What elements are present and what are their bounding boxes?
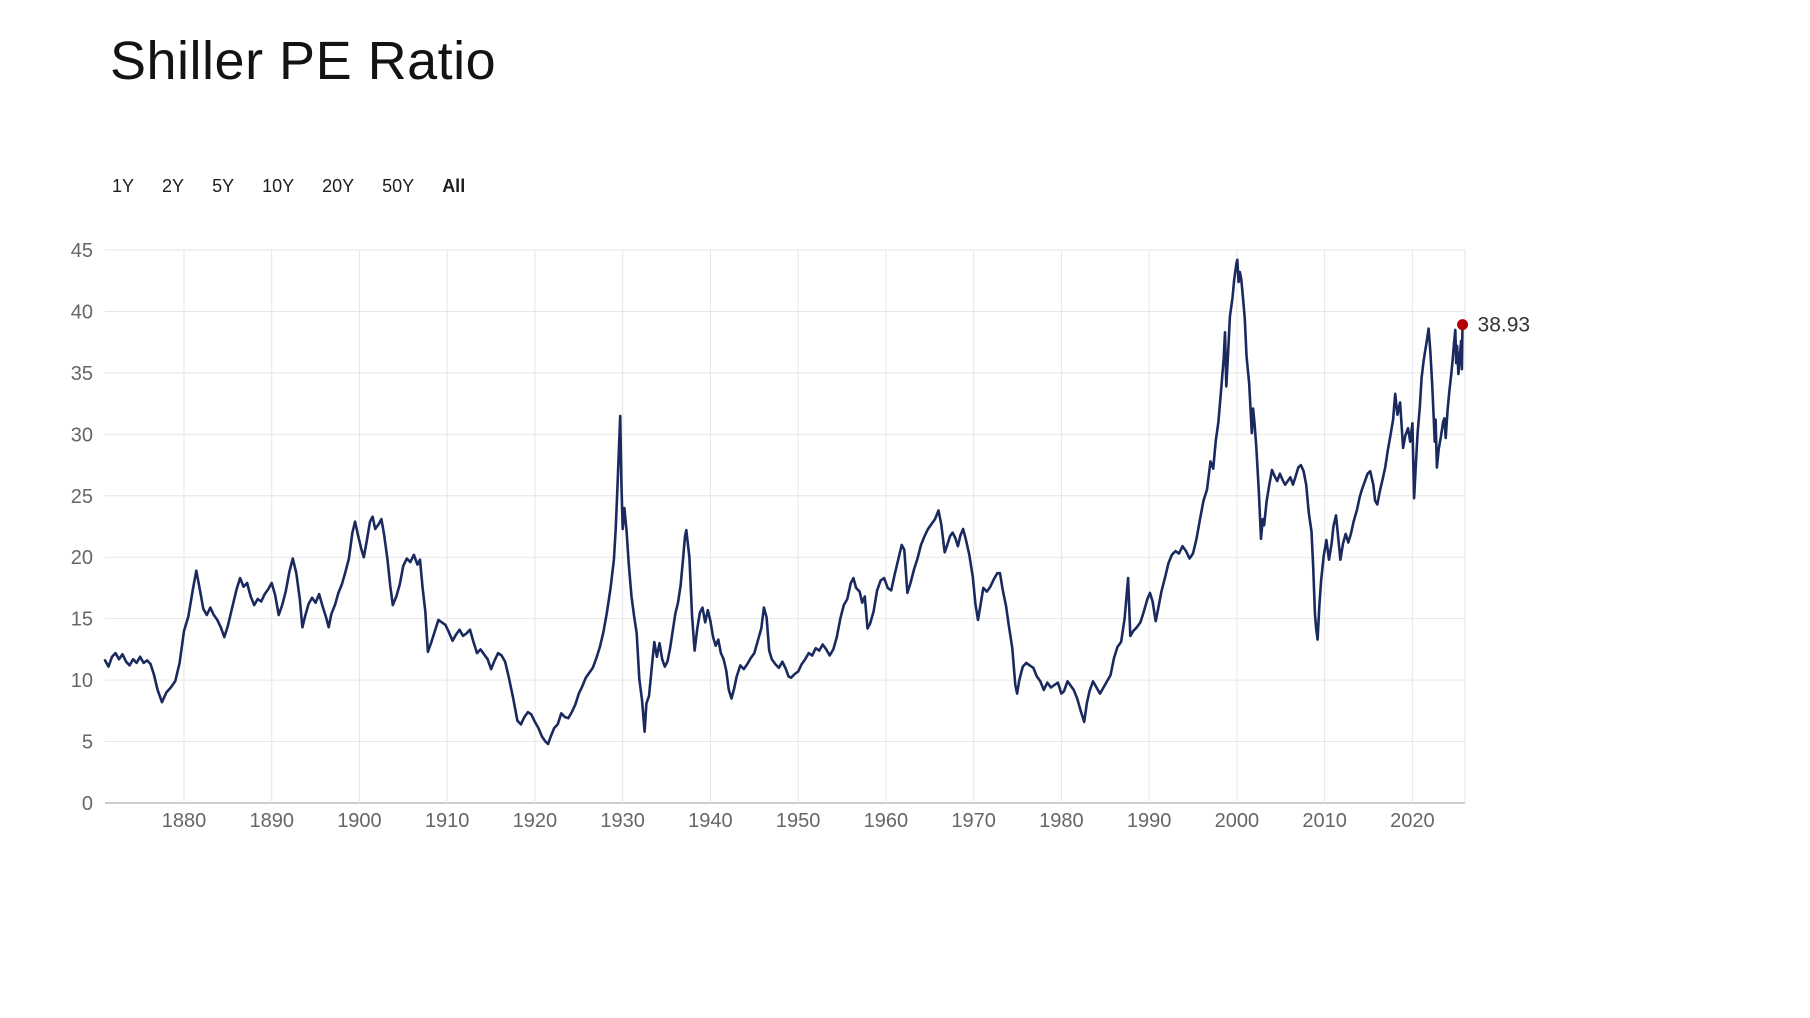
x-tick-label-2020: 2020 bbox=[1390, 810, 1435, 832]
y-tick-label-40: 40 bbox=[71, 301, 93, 323]
range-option-1y[interactable]: 1Y bbox=[112, 176, 135, 196]
x-tick-label-2000: 2000 bbox=[1215, 810, 1260, 832]
x-tick-label-1900: 1900 bbox=[337, 810, 382, 832]
x-tick-label-1970: 1970 bbox=[951, 810, 996, 832]
range-option-5y[interactable]: 5Y bbox=[212, 176, 235, 196]
x-tick-label-1990: 1990 bbox=[1127, 810, 1172, 832]
range-option-2y[interactable]: 2Y bbox=[162, 176, 185, 196]
range-option-20y[interactable]: 20Y bbox=[322, 176, 355, 196]
range-option-50y[interactable]: 50Y bbox=[382, 176, 415, 196]
y-tick-label-10: 10 bbox=[71, 670, 93, 692]
x-tick-label-1890: 1890 bbox=[249, 810, 294, 832]
x-tick-label-1980: 1980 bbox=[1039, 810, 1084, 832]
x-tick-label-1920: 1920 bbox=[513, 810, 558, 832]
x-tick-label-1940: 1940 bbox=[688, 810, 733, 832]
pe-line-series bbox=[103, 258, 1464, 746]
x-tick-label-1960: 1960 bbox=[864, 810, 909, 832]
range-selector: 1Y 2Y 5Y 10Y 20Y 50Y All bbox=[112, 176, 465, 197]
x-tick-label-1950: 1950 bbox=[776, 810, 821, 832]
chart-area: 0 5 10 15 20 25 30 35 40 45 1880 1890 1900 1910 1920 19… bbox=[0, 232, 1580, 897]
y-tick-label-25: 25 bbox=[71, 486, 93, 508]
page-title: Shiller PE Ratio bbox=[110, 31, 497, 91]
y-tick-label-5: 5 bbox=[82, 732, 93, 754]
y-tick-label-45: 45 bbox=[71, 240, 93, 262]
current-value-dot bbox=[1457, 319, 1469, 331]
x-tick-label-1880: 1880 bbox=[162, 810, 207, 832]
y-tick-label-30: 30 bbox=[71, 424, 93, 446]
y-tick-label-20: 20 bbox=[71, 547, 93, 569]
x-tick-label-1930: 1930 bbox=[600, 810, 645, 832]
x-tick-label-1910: 1910 bbox=[425, 810, 470, 832]
shiller-pe-chart[interactable]: 0 5 10 15 20 25 30 35 40 45 1880 1890 1900 1910 1920 19… bbox=[0, 232, 1580, 892]
range-option-10y[interactable]: 10Y bbox=[262, 176, 295, 196]
x-tick-label-2010: 2010 bbox=[1302, 810, 1347, 832]
current-value-label: 38.93 bbox=[1478, 314, 1531, 337]
y-tick-label-35: 35 bbox=[71, 363, 93, 385]
range-option-all[interactable]: All bbox=[442, 176, 466, 196]
y-tick-label-15: 15 bbox=[71, 609, 93, 631]
y-tick-label-0: 0 bbox=[82, 793, 93, 815]
